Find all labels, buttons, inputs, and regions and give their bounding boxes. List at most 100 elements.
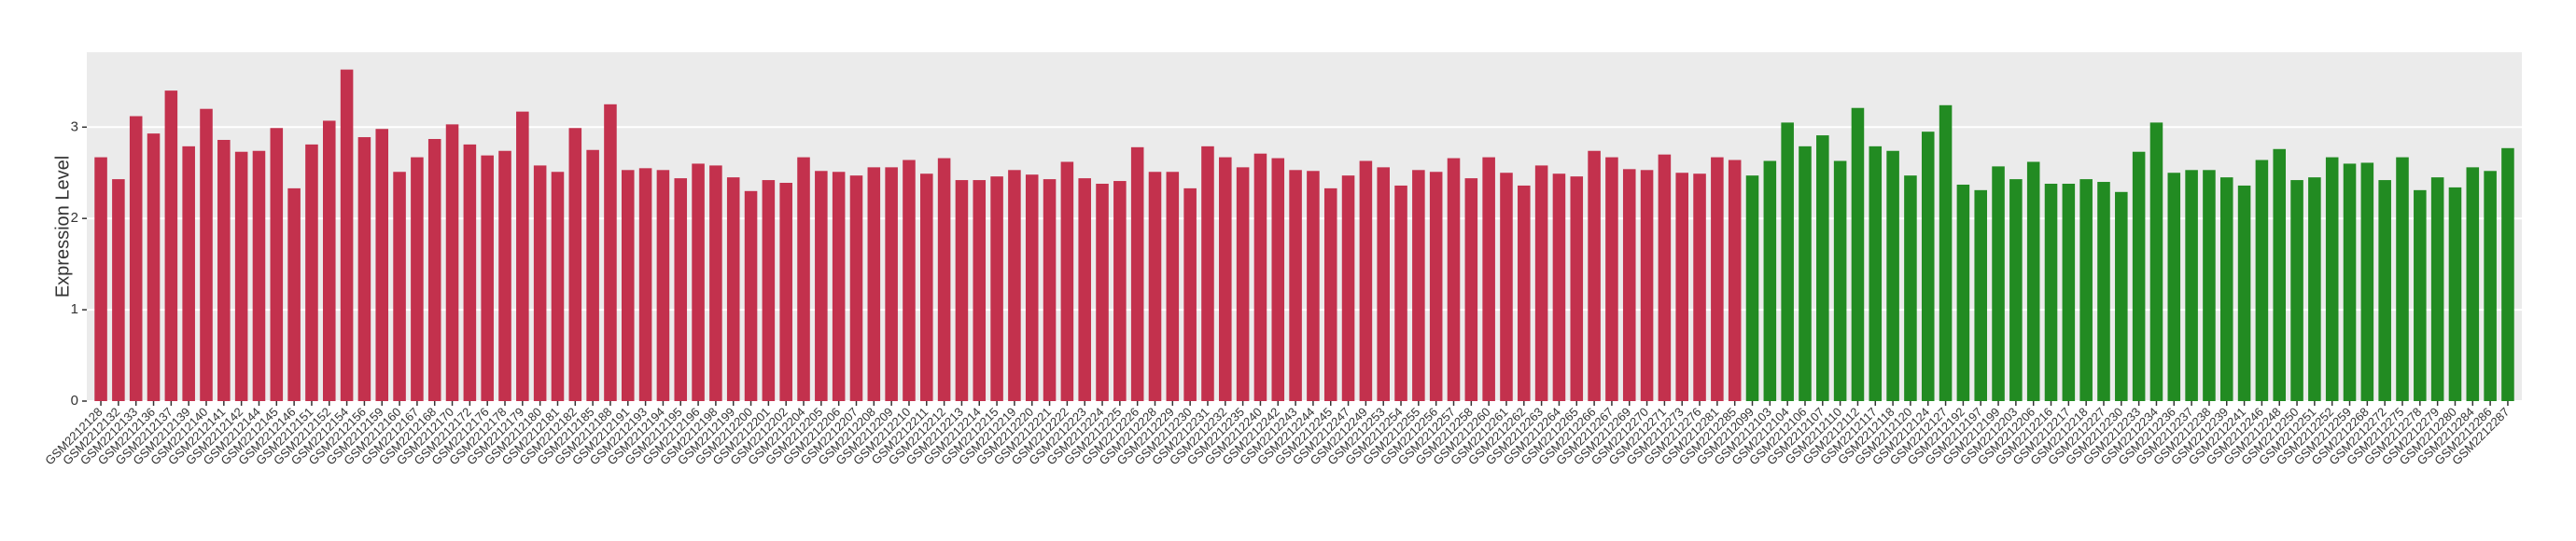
y-tick-label: 1 (71, 301, 78, 317)
bar (903, 160, 916, 401)
bar (586, 149, 599, 401)
bar (270, 128, 284, 401)
bar (2219, 177, 2233, 401)
bar (762, 180, 776, 401)
bar (2396, 157, 2409, 402)
bar (463, 144, 477, 401)
bar (674, 178, 688, 401)
bar (1166, 172, 1180, 401)
bar (2273, 148, 2287, 402)
bar (1307, 171, 1320, 401)
bar (1359, 160, 1373, 401)
bar (1201, 146, 1214, 401)
bar (1833, 160, 1847, 401)
bar (2009, 179, 2023, 401)
bar (2132, 151, 2146, 401)
bar (2115, 191, 2128, 401)
bar (973, 180, 987, 401)
bar (920, 173, 933, 401)
bar (129, 116, 143, 402)
bar (1060, 161, 1074, 401)
bar (375, 129, 389, 401)
bar (1464, 178, 1478, 401)
y-axis-title: Expression Level (52, 156, 73, 298)
bar (2414, 189, 2427, 401)
bar (322, 120, 336, 401)
bar (1851, 107, 1865, 402)
bar (1394, 185, 1407, 401)
bar (1289, 170, 1302, 401)
bar (411, 157, 424, 402)
bar (1745, 175, 1759, 401)
bar (1341, 175, 1355, 401)
bar (1113, 181, 1127, 401)
bar (1429, 172, 1443, 401)
bar (2149, 122, 2163, 401)
bar (815, 171, 828, 401)
bar (305, 144, 318, 401)
bar (1869, 146, 1883, 401)
bar (1728, 160, 1742, 401)
bar (1236, 167, 1250, 401)
bar (726, 177, 740, 401)
bar (2185, 170, 2198, 401)
bar (217, 139, 231, 401)
bar (182, 146, 195, 401)
y-tick-label: 3 (71, 118, 78, 134)
bar (2448, 187, 2462, 401)
bar (1939, 104, 1953, 401)
bar (1974, 189, 1987, 401)
bar (1377, 167, 1390, 401)
bar (568, 128, 582, 401)
bar (709, 165, 722, 401)
bar (1799, 146, 1812, 401)
bar (1605, 157, 1618, 402)
bar (2290, 180, 2303, 401)
bar (692, 163, 705, 401)
bar (1500, 173, 1513, 401)
bar (2308, 177, 2321, 401)
bar (533, 165, 547, 401)
bar (1904, 175, 1917, 401)
bar (2203, 170, 2216, 401)
bar (1552, 173, 1566, 401)
bar (744, 190, 758, 401)
bar (1956, 184, 1970, 401)
bar (2167, 173, 2181, 401)
bar (516, 111, 529, 402)
bar (427, 139, 441, 401)
bar (1886, 150, 1899, 401)
bar (1763, 160, 1777, 401)
bar (1658, 154, 1672, 401)
bar (1043, 179, 1057, 401)
bar (2430, 177, 2444, 401)
bar (357, 137, 371, 401)
bar (1693, 173, 1706, 401)
bar (867, 167, 881, 401)
bar (779, 183, 792, 401)
bar (1992, 166, 2005, 401)
bar (656, 170, 670, 401)
bar (1148, 172, 1162, 401)
bar (1570, 176, 1584, 401)
bar (832, 172, 846, 401)
bar (638, 168, 652, 401)
bar (1534, 165, 1548, 401)
bar (1008, 170, 1021, 401)
bar (2237, 185, 2251, 401)
bar (2484, 171, 2497, 401)
bar (2044, 183, 2058, 401)
bar (2097, 182, 2110, 401)
bar (147, 133, 161, 402)
bar (2255, 160, 2269, 401)
bar (94, 157, 107, 402)
bar (2378, 180, 2391, 401)
y-tick-label: 2 (71, 210, 78, 226)
bar (1323, 187, 1337, 401)
bar (340, 69, 354, 401)
bar (445, 124, 459, 401)
bar (112, 179, 125, 401)
bar (1271, 158, 1285, 401)
bar (1096, 183, 1109, 401)
